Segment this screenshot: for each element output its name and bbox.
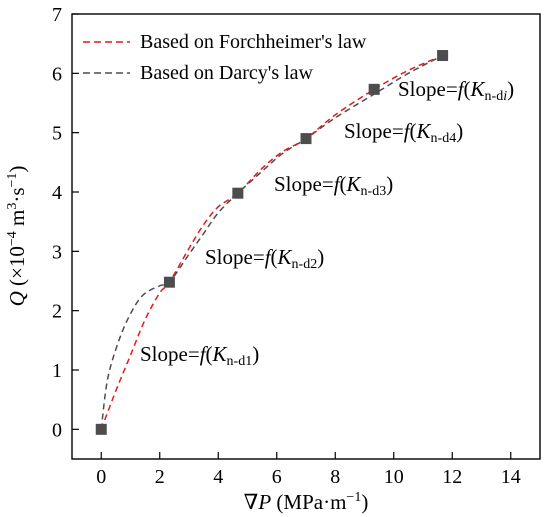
x-tick-label: 6 xyxy=(272,466,282,488)
x-tick-label: 14 xyxy=(501,466,521,488)
y-tick-label: 0 xyxy=(52,419,62,441)
annotation-slope-i: Slope=f(Kn-di) xyxy=(398,77,514,104)
x-tick-label: 8 xyxy=(330,466,340,488)
x-tick-label: 12 xyxy=(442,466,462,488)
legend-label-forchheimer: Based on Forchheimer's law xyxy=(140,31,367,53)
x-tick-label: 4 xyxy=(213,466,223,488)
series-line-darcy xyxy=(100,54,443,430)
data-point xyxy=(368,83,380,95)
y-tick-label: 3 xyxy=(52,241,62,263)
y-tick-label: 1 xyxy=(52,360,62,382)
annotation-slope-3: Slope=f(Kn-d3) xyxy=(274,172,393,199)
annotation-slope-1: Slope=f(Kn-d1) xyxy=(140,342,259,369)
x-tick-label: 0 xyxy=(96,466,106,488)
data-points xyxy=(95,50,449,435)
data-point xyxy=(163,276,175,288)
series-lines xyxy=(100,54,443,430)
data-point xyxy=(95,423,107,435)
annotation-slope-4: Slope=f(Kn-d4) xyxy=(344,119,463,146)
x-tick-label: 2 xyxy=(155,466,165,488)
annotation-slope-2: Slope=f(Kn-d2) xyxy=(205,245,324,272)
y-tick-label: 7 xyxy=(52,4,62,26)
data-point xyxy=(437,50,449,62)
y-tick-label: 5 xyxy=(52,123,62,145)
data-point xyxy=(232,187,244,199)
y-tick-label: 6 xyxy=(52,63,62,85)
y-axis-title: Q (×10−4 m3·s−1) xyxy=(5,166,29,307)
series-line-forchheimer xyxy=(100,54,443,430)
data-point xyxy=(300,133,312,145)
x-axis-title: ∇P (MPa·m−1) xyxy=(244,490,369,514)
plot-frame xyxy=(71,13,541,460)
y-tick-label: 4 xyxy=(52,182,62,204)
y-tick-label: 2 xyxy=(52,301,62,323)
x-tick-label: 10 xyxy=(384,466,404,488)
legend-label-darcy: Based on Darcy's law xyxy=(140,62,314,84)
legend: Based on Forchheimer's law Based on Darc… xyxy=(83,31,367,84)
